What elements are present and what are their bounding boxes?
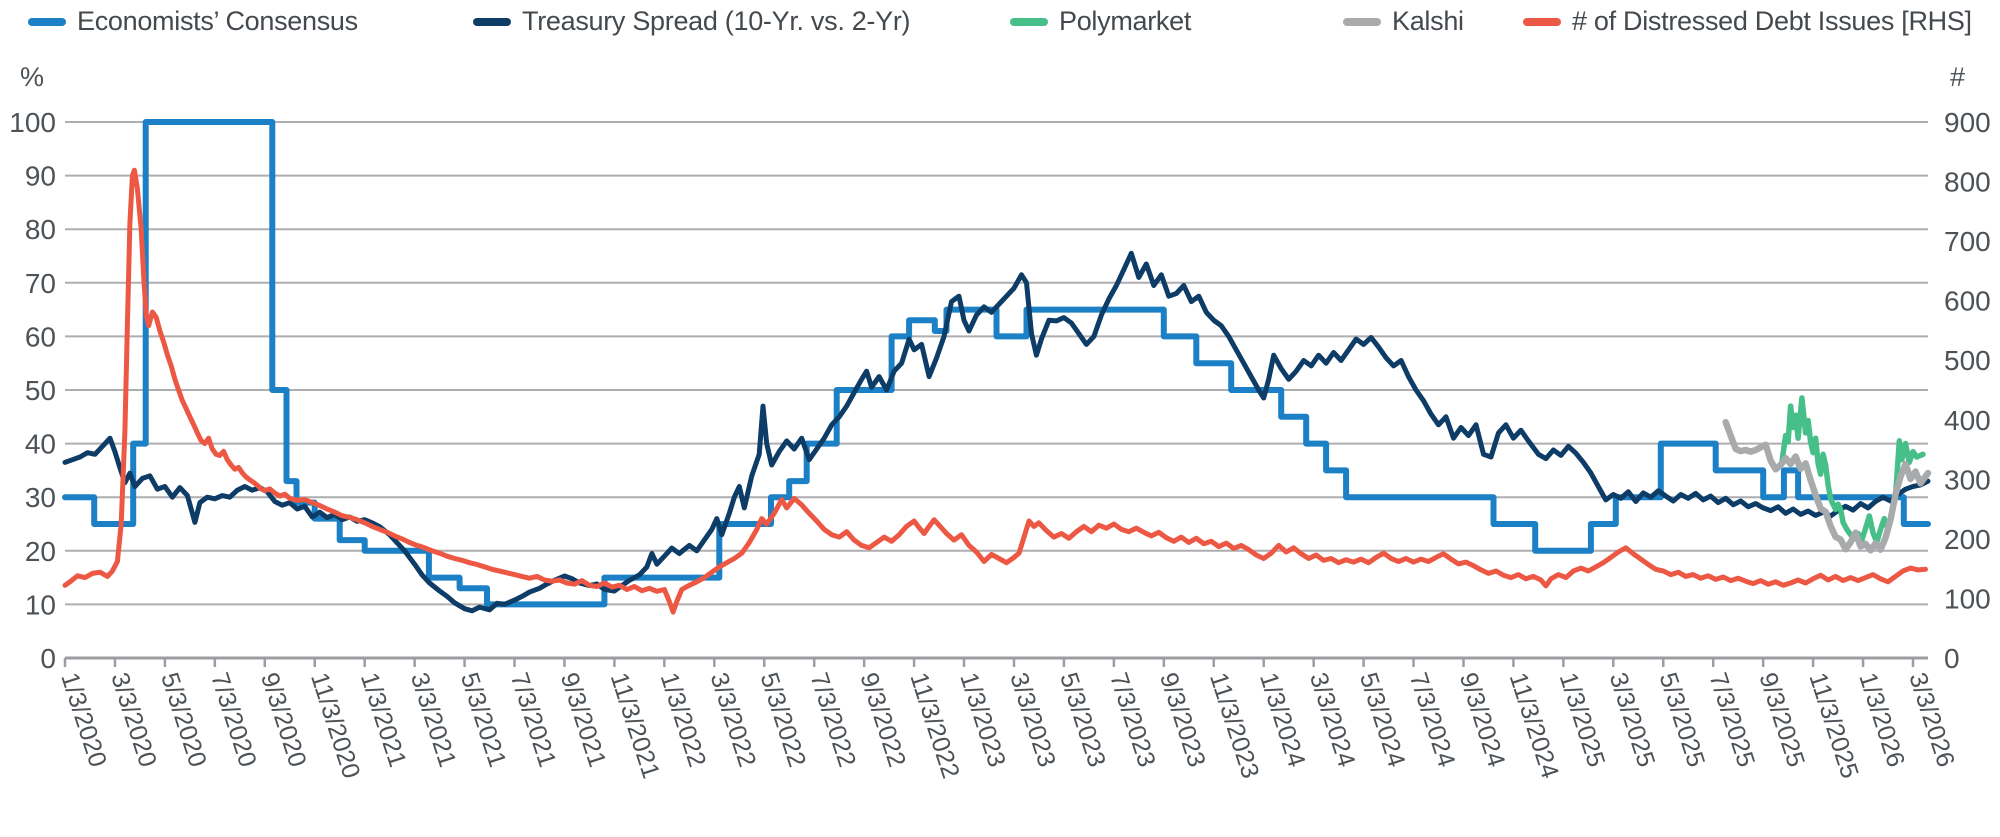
series-distressed-debt bbox=[62, 167, 1928, 615]
svg-text:900: 900 bbox=[1944, 107, 1991, 138]
legend-item-economists-consensus: Economists’ Consensus bbox=[28, 6, 358, 37]
svg-text:3/3/2025: 3/3/2025 bbox=[1604, 669, 1661, 770]
svg-text:5/3/2023: 5/3/2023 bbox=[1054, 669, 1111, 770]
svg-text:300: 300 bbox=[1944, 464, 1991, 495]
svg-text:7/3/2024: 7/3/2024 bbox=[1404, 669, 1461, 770]
svg-text:400: 400 bbox=[1944, 405, 1991, 436]
legend-label: Kalshi bbox=[1392, 6, 1464, 36]
svg-text:9/3/2020: 9/3/2020 bbox=[255, 669, 312, 770]
svg-text:50: 50 bbox=[25, 375, 56, 406]
svg-text:100: 100 bbox=[9, 107, 56, 138]
legend-item-treasury-spread: Treasury Spread (10-Yr. vs. 2-Yr) bbox=[473, 6, 911, 37]
svg-text:800: 800 bbox=[1944, 167, 1991, 198]
svg-text:100: 100 bbox=[1944, 583, 1991, 614]
svg-text:1/3/2026: 1/3/2026 bbox=[1853, 669, 1910, 770]
svg-text:5/3/2025: 5/3/2025 bbox=[1654, 669, 1711, 770]
svg-text:7/3/2021: 7/3/2021 bbox=[505, 669, 562, 770]
svg-text:9/3/2023: 9/3/2023 bbox=[1154, 669, 1211, 770]
svg-text:0: 0 bbox=[40, 643, 56, 674]
svg-text:70: 70 bbox=[25, 268, 56, 299]
legend-label: # of Distressed Debt Issues [RHS] bbox=[1572, 6, 1972, 36]
series-kalshi bbox=[1722, 418, 1932, 554]
svg-text:200: 200 bbox=[1944, 524, 1991, 555]
svg-text:80: 80 bbox=[25, 214, 56, 245]
svg-text:11/3/2022: 11/3/2022 bbox=[904, 669, 964, 782]
svg-text:1/3/2021: 1/3/2021 bbox=[355, 669, 412, 770]
legend-item-kalshi: Kalshi bbox=[1343, 6, 1464, 37]
svg-text:1/3/2020: 1/3/2020 bbox=[55, 669, 112, 770]
series-economists-consensus bbox=[62, 119, 1931, 608]
svg-text:3/3/2022: 3/3/2022 bbox=[705, 669, 762, 770]
gridlines bbox=[65, 121, 1928, 606]
svg-text:3/3/2024: 3/3/2024 bbox=[1304, 669, 1361, 770]
svg-text:1/3/2025: 1/3/2025 bbox=[1554, 669, 1611, 770]
svg-text:11/3/2024: 11/3/2024 bbox=[1504, 669, 1564, 782]
svg-text:7/3/2022: 7/3/2022 bbox=[804, 669, 861, 770]
left-axis-labels: 0 10 20 30 40 50 60 70 80 90 100 bbox=[9, 107, 56, 674]
svg-text:3/3/2023: 3/3/2023 bbox=[1004, 669, 1061, 770]
svg-text:3/3/2026: 3/3/2026 bbox=[1903, 669, 1960, 770]
svg-text:9/3/2021: 9/3/2021 bbox=[555, 669, 612, 770]
x-axis bbox=[63, 656, 1928, 667]
legend-label: Treasury Spread (10-Yr. vs. 2-Yr) bbox=[522, 6, 911, 36]
polymarket-swatch-icon bbox=[1010, 17, 1048, 26]
svg-text:60: 60 bbox=[25, 321, 56, 352]
svg-text:11/3/2023: 11/3/2023 bbox=[1204, 669, 1264, 782]
svg-text:1/3/2023: 1/3/2023 bbox=[954, 669, 1011, 770]
x-axis-date-labels: 1/3/20203/3/20205/3/20207/3/20209/3/2020… bbox=[55, 669, 1960, 782]
legend-item-polymarket: Polymarket bbox=[1010, 6, 1191, 37]
legend-label: Polymarket bbox=[1059, 6, 1192, 36]
svg-text:600: 600 bbox=[1944, 286, 1991, 317]
svg-text:11/3/2021: 11/3/2021 bbox=[605, 669, 665, 782]
svg-text:90: 90 bbox=[25, 161, 56, 192]
svg-text:5/3/2024: 5/3/2024 bbox=[1354, 669, 1411, 770]
svg-text:7/3/2023: 7/3/2023 bbox=[1104, 669, 1161, 770]
svg-text:11/3/2025: 11/3/2025 bbox=[1803, 669, 1863, 782]
svg-text:7/3/2020: 7/3/2020 bbox=[205, 669, 262, 770]
series-treasury-spread bbox=[62, 250, 1931, 614]
legend-item-distressed-debt: # of Distressed Debt Issues [RHS] bbox=[1523, 6, 1972, 37]
kalshi-swatch-icon bbox=[1343, 17, 1381, 26]
svg-text:40: 40 bbox=[25, 429, 56, 460]
svg-text:20: 20 bbox=[25, 536, 56, 567]
svg-text:5/3/2021: 5/3/2021 bbox=[455, 669, 512, 770]
right-axis-unit-label: # bbox=[1950, 62, 1966, 92]
distressed-debt-swatch-icon bbox=[1523, 17, 1561, 26]
svg-text:9/3/2022: 9/3/2022 bbox=[854, 669, 911, 770]
svg-text:1/3/2024: 1/3/2024 bbox=[1254, 669, 1311, 770]
svg-text:30: 30 bbox=[25, 482, 56, 513]
svg-text:3/3/2020: 3/3/2020 bbox=[105, 669, 162, 770]
svg-text:500: 500 bbox=[1944, 345, 1991, 376]
svg-text:10: 10 bbox=[25, 589, 56, 620]
treasury-spread-swatch-icon bbox=[473, 17, 511, 26]
svg-text:7/3/2025: 7/3/2025 bbox=[1704, 669, 1761, 770]
svg-text:700: 700 bbox=[1944, 226, 1991, 257]
svg-text:5/3/2022: 5/3/2022 bbox=[755, 669, 812, 770]
svg-text:5/3/2020: 5/3/2020 bbox=[155, 669, 212, 770]
legend-label: Economists’ Consensus bbox=[77, 6, 358, 36]
svg-text:3/3/2021: 3/3/2021 bbox=[405, 669, 462, 770]
svg-text:11/3/2020: 11/3/2020 bbox=[305, 669, 365, 782]
svg-text:9/3/2025: 9/3/2025 bbox=[1753, 669, 1810, 770]
svg-text:9/3/2024: 9/3/2024 bbox=[1454, 669, 1511, 770]
svg-text:1/3/2022: 1/3/2022 bbox=[655, 669, 712, 770]
economists-consensus-swatch-icon bbox=[28, 17, 66, 26]
right-axis-labels: 0 100 200 300 400 500 600 700 800 900 bbox=[1944, 107, 1991, 674]
left-axis-unit-label: % bbox=[20, 62, 45, 92]
svg-text:0: 0 bbox=[1944, 643, 1960, 674]
